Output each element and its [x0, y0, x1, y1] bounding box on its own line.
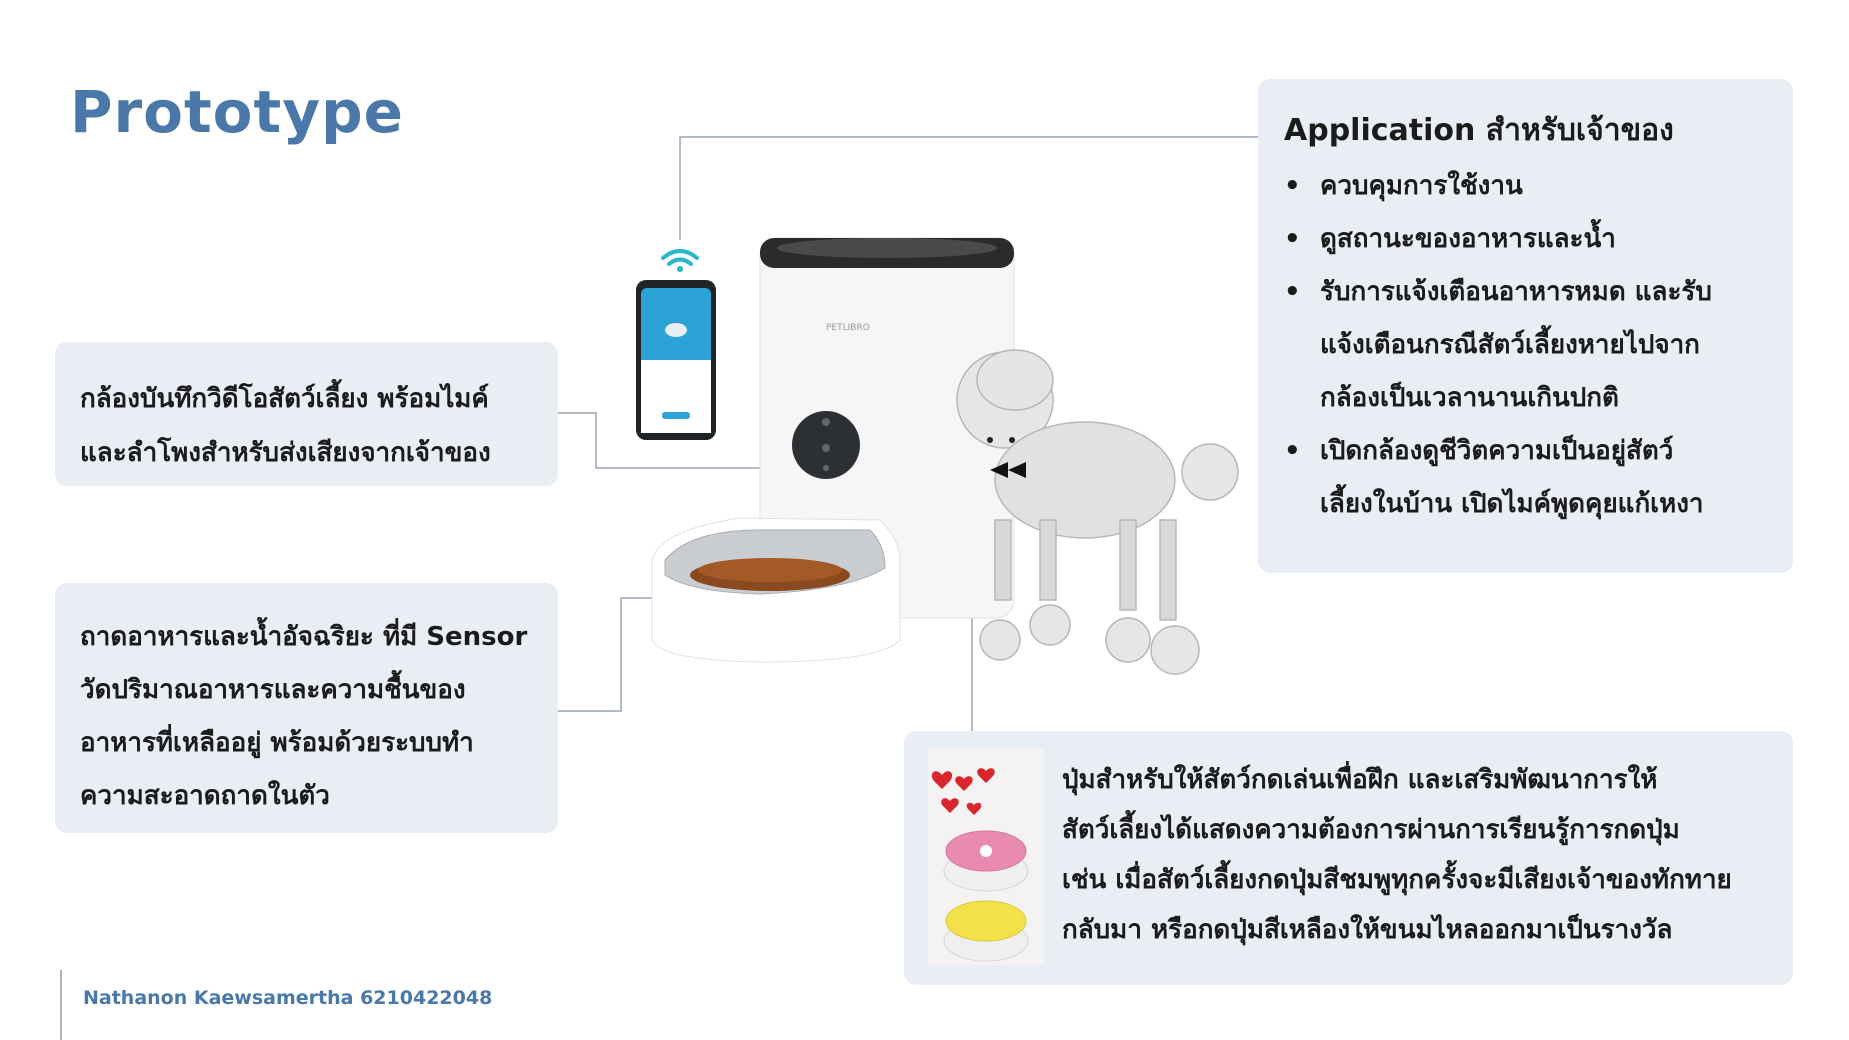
app-feature-line: รับการแจ้งเตือนอาหารหมด และรับ [1320, 277, 1712, 307]
app-feature-line: ดูสถานะของอาหารและน้ำ [1320, 224, 1616, 254]
camera-description-card: กล้องบันทึกวิดีโอสัตว์เลี้ยง พร้อมไมค์ แ… [55, 342, 558, 486]
bowl-line-4: ความสะอาดถาดในตัว [80, 781, 330, 811]
bowl-line-1: ถาดอาหารและน้ำอัจฉริยะ ที่มี Sensor [80, 622, 528, 652]
smartphone-icon [636, 280, 716, 440]
app-feature-item: • ควบคุมการใช้งาน [1284, 160, 1767, 213]
pet-buttons-description: ปุ่มสำหรับให้สัตว์กดเล่นเพื่อฝึก และเสริ… [1062, 755, 1772, 955]
heart-icon [931, 768, 995, 815]
buttons-line-4: กลับมา หรือกดปุ่มสีเหลืองให้ขนมไหลออกมาเ… [1062, 915, 1673, 945]
bullet: • [1284, 171, 1301, 201]
camera-line-1: กล้องบันทึกวิดีโอสัตว์เลี้ยง พร้อมไมค์ [80, 384, 489, 414]
buttons-line-3: เช่น เมื่อสัตว์เลี้ยงกดปุ่มสีชมพูทุกครั้… [1062, 865, 1732, 895]
app-feature-item: • รับการแจ้งเตือนอาหารหมด และรับ แจ้งเตื… [1284, 266, 1767, 425]
app-feature-line: แจ้งเตือนกรณีสัตว์เลี้ยงหายไปจาก [1320, 330, 1700, 360]
app-feature-list: • ควบคุมการใช้งาน • ดูสถานะของอาหารและน้… [1284, 160, 1767, 531]
footer-divider [60, 970, 62, 1040]
bowl-line-2: วัดปริมาณอาหารและความชื้นของ [80, 675, 466, 705]
app-feature-line: ควบคุมการใช้งาน [1320, 171, 1523, 201]
pet-feeder-illustration: PETLIBRO [651, 237, 1015, 663]
bullet: • [1284, 224, 1301, 254]
pet-button-photo [928, 749, 1044, 965]
app-feature-line: เปิดกล้องดูชีวิตความเป็นอยู่สัตว์ [1320, 436, 1674, 466]
app-feature-line: กล้องเป็นเวลานานเกินปกติ [1320, 383, 1619, 413]
bowl-line-3: อาหารที่เหลืออยู่ พร้อมด้วยระบบทำ [80, 728, 474, 758]
buttons-line-1: ปุ่มสำหรับให้สัตว์กดเล่นเพื่อฝึก และเสริ… [1062, 765, 1658, 795]
app-feature-line: เลี้ยงในบ้าน เปิดไมค์พูดคุยแก้เหงา [1320, 489, 1704, 519]
bowl-description-card: ถาดอาหารและน้ำอัจฉริยะ ที่มี Sensor วัดป… [55, 583, 558, 833]
app-feature-item: • เปิดกล้องดูชีวิตความเป็นอยู่สัตว์ เลี้… [1284, 425, 1767, 531]
app-card-title: Application สำหรับเจ้าของ [1284, 113, 1674, 148]
app-description-card: Application สำหรับเจ้าของ • ควบคุมการใช้… [1258, 79, 1793, 573]
author-footer: Nathanon Kaewsamertha 6210422048 [83, 987, 493, 1009]
bullet: • [1284, 436, 1301, 466]
camera-line-2: และลำโพงสำหรับส่งเสียงจากเจ้าของ [80, 438, 491, 468]
buttons-line-2: สัตว์เลี้ยงได้แสดงความต้องการผ่านการเรีย… [1062, 815, 1680, 845]
app-feature-item: • ดูสถานะของอาหารและน้ำ [1284, 213, 1767, 266]
feeder-brand-label: PETLIBRO [826, 323, 870, 333]
pet-buttons-card: ปุ่มสำหรับให้สัตว์กดเล่นเพื่อฝึก และเสริ… [904, 731, 1793, 985]
slide-title: Prototype [70, 78, 404, 146]
poodle-illustration [956, 349, 1239, 675]
bullet: • [1284, 277, 1301, 307]
wifi-icon [661, 249, 699, 272]
